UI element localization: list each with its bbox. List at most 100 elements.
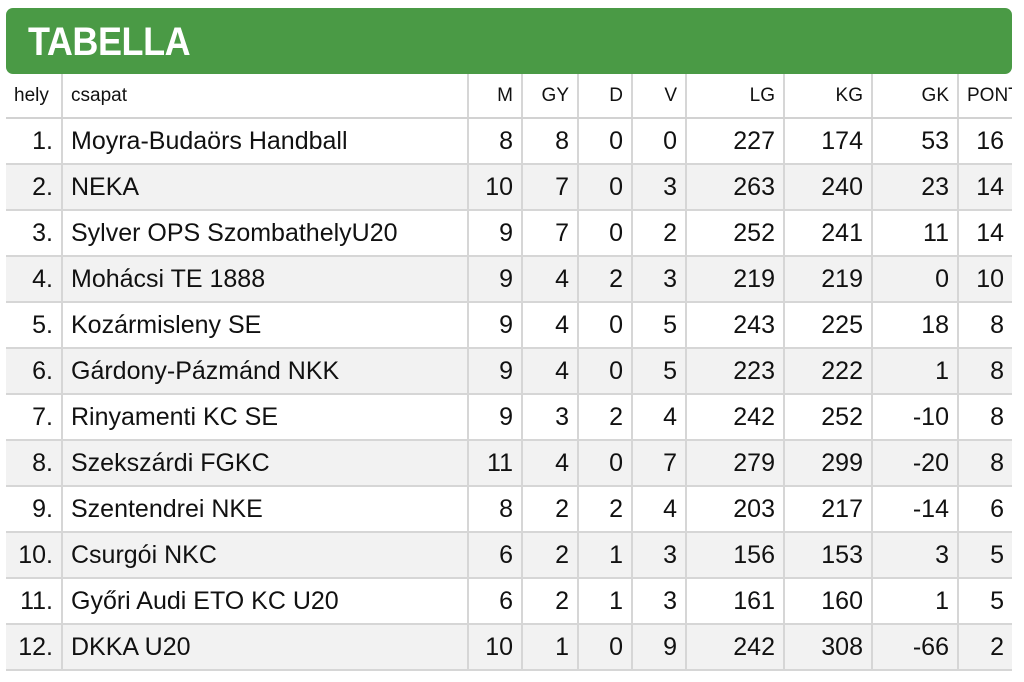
cell-kg: 241: [783, 210, 872, 257]
column-header-d: D: [577, 74, 632, 119]
cell-csapat: Rinyamenti KC SE: [61, 394, 468, 441]
cell-pont: 2: [957, 624, 1012, 671]
cell-gk: -20: [871, 440, 958, 487]
column-header-lg: LG: [685, 74, 784, 119]
table-body: 1. Moyra-Budaörs Handball 8 8 0 0 227 174 53 16 2.…: [6, 118, 1012, 671]
cell-pont: 8: [957, 302, 1012, 349]
cell-hely: 4.: [6, 256, 62, 303]
table-row: 10. Csurgói NKC 6 2 1 3 156 153 3 5: [6, 532, 1012, 579]
cell-pont: 6: [957, 486, 1012, 533]
cell-m: 6: [467, 532, 522, 579]
cell-csapat: Győri Audi ETO KC U20: [61, 578, 468, 625]
cell-v: 4: [631, 394, 686, 441]
cell-d: 1: [577, 578, 632, 625]
cell-kg: 160: [783, 578, 872, 625]
cell-gy: 4: [521, 302, 578, 349]
cell-lg: 156: [685, 532, 784, 579]
cell-pont: 14: [957, 210, 1012, 257]
cell-m: 6: [467, 578, 522, 625]
cell-d: 1: [577, 532, 632, 579]
table-row: 3. Sylver OPS SzombathelyU20 9 7 0 2 252 241 11 1…: [6, 210, 1012, 257]
cell-pont: 8: [957, 440, 1012, 487]
table-row: 8. Szekszárdi FGKC 11 4 0 7 279 299 -20 8: [6, 440, 1012, 487]
cell-v: 4: [631, 486, 686, 533]
cell-kg: 308: [783, 624, 872, 671]
cell-d: 0: [577, 348, 632, 395]
table-row: 6. Gárdony-Pázmánd NKK 9 4 0 5 223 222 1 8: [6, 348, 1012, 395]
cell-hely: 5.: [6, 302, 62, 349]
cell-pont: 5: [957, 578, 1012, 625]
cell-gk: -10: [871, 394, 958, 441]
cell-v: 5: [631, 302, 686, 349]
cell-d: 0: [577, 118, 632, 165]
cell-d: 0: [577, 302, 632, 349]
column-header-m: M: [467, 74, 522, 119]
table-row: 9. Szentendrei NKE 8 2 2 4 203 217 -14 6: [6, 486, 1012, 533]
cell-lg: 252: [685, 210, 784, 257]
title-banner: TABELLA: [6, 8, 1012, 74]
cell-csapat: Moyra-Budaörs Handball: [61, 118, 468, 165]
cell-m: 8: [467, 118, 522, 165]
cell-gk: 3: [871, 532, 958, 579]
cell-lg: 279: [685, 440, 784, 487]
cell-hely: 9.: [6, 486, 62, 533]
cell-gy: 4: [521, 256, 578, 303]
cell-csapat: NEKA: [61, 164, 468, 211]
cell-v: 2: [631, 210, 686, 257]
page-title: TABELLA: [28, 20, 191, 64]
column-header-hely: hely: [6, 74, 62, 119]
cell-d: 0: [577, 624, 632, 671]
cell-pont: 5: [957, 532, 1012, 579]
cell-kg: 252: [783, 394, 872, 441]
cell-kg: 240: [783, 164, 872, 211]
cell-m: 11: [467, 440, 522, 487]
cell-hely: 8.: [6, 440, 62, 487]
table-row: 1. Moyra-Budaörs Handball 8 8 0 0 227 174 53 16: [6, 118, 1012, 165]
cell-csapat: Szentendrei NKE: [61, 486, 468, 533]
cell-kg: 174: [783, 118, 872, 165]
cell-v: 3: [631, 164, 686, 211]
cell-d: 0: [577, 440, 632, 487]
cell-v: 7: [631, 440, 686, 487]
column-header-gy: GY: [521, 74, 578, 119]
cell-d: 0: [577, 164, 632, 211]
cell-gk: -66: [871, 624, 958, 671]
table-row: 2. NEKA 10 7 0 3 263 240 23 14: [6, 164, 1012, 211]
cell-gk: 0: [871, 256, 958, 303]
cell-kg: 225: [783, 302, 872, 349]
cell-lg: 242: [685, 394, 784, 441]
cell-csapat: Mohácsi TE 1888: [61, 256, 468, 303]
cell-gy: 2: [521, 578, 578, 625]
cell-gk: 11: [871, 210, 958, 257]
cell-v: 3: [631, 532, 686, 579]
cell-v: 9: [631, 624, 686, 671]
cell-m: 9: [467, 302, 522, 349]
cell-lg: 223: [685, 348, 784, 395]
standings-table: hely csapat M GY D V LG KG GK PONT 1.Moy…: [6, 74, 1012, 671]
cell-hely: 2.: [6, 164, 62, 211]
cell-m: 10: [467, 624, 522, 671]
cell-gk: -14: [871, 486, 958, 533]
cell-v: 0: [631, 118, 686, 165]
cell-lg: 203: [685, 486, 784, 533]
cell-hely: 7.: [6, 394, 62, 441]
cell-csapat: Sylver OPS SzombathelyU20: [61, 210, 468, 257]
column-header-pont: PONT: [957, 74, 1012, 119]
cell-pont: 16: [957, 118, 1012, 165]
cell-d: 2: [577, 256, 632, 303]
cell-lg: 161: [685, 578, 784, 625]
cell-kg: 219: [783, 256, 872, 303]
cell-gy: 2: [521, 532, 578, 579]
cell-csapat: Kozármisleny SE: [61, 302, 468, 349]
cell-m: 8: [467, 486, 522, 533]
cell-kg: 222: [783, 348, 872, 395]
cell-m: 9: [467, 394, 522, 441]
cell-hely: 1.: [6, 118, 62, 165]
cell-gy: 8: [521, 118, 578, 165]
cell-hely: 11.: [6, 578, 62, 625]
cell-gy: 3: [521, 394, 578, 441]
column-header-v: V: [631, 74, 686, 119]
column-header-gk: GK: [871, 74, 958, 119]
cell-m: 10: [467, 164, 522, 211]
cell-d: 0: [577, 210, 632, 257]
